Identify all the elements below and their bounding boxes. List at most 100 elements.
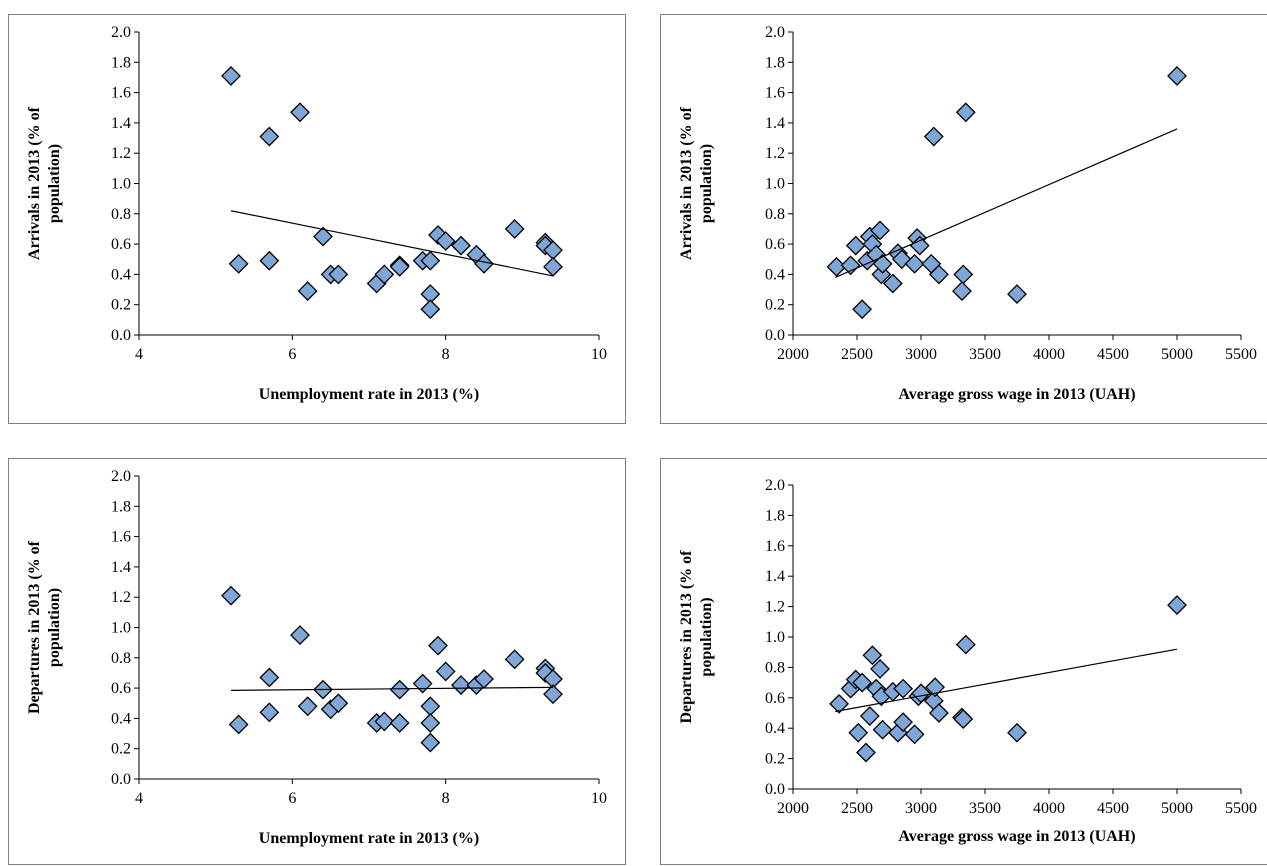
y-tick-label: 0.8: [765, 659, 785, 676]
y-tick-label: 0.6: [111, 680, 131, 697]
y-tick-label: 0.8: [111, 206, 131, 223]
data-point: [893, 712, 913, 733]
x-tick-label: 4000: [1033, 800, 1065, 817]
data-point: [420, 696, 441, 717]
y-axis-title: population): [46, 144, 63, 223]
x-tick-label: 4: [135, 790, 143, 807]
scatter-chart: 0.0 0.2 0.4 0.6 0.8 1.0 1.2 1.4 1.6 1.8 2.0 2000 250…: [678, 24, 1257, 403]
data-point: [929, 264, 949, 285]
y-tick-label: 1.6: [765, 538, 785, 555]
data-point: [862, 645, 883, 666]
scatter-chart: 0.0 0.2 0.4 0.6 0.8 1.0 1.2 1.4 1.6 1.8 2.0 2000 250…: [678, 477, 1257, 845]
y-tick-label: 1.8: [765, 54, 785, 71]
x-tick-label: 8: [442, 790, 450, 807]
x-tick-label: 2000: [777, 800, 809, 817]
y-tick-label: 1.0: [111, 176, 131, 193]
y-tick-label: 1.6: [111, 85, 131, 102]
trendline: [835, 128, 1178, 278]
data-point: [451, 235, 471, 256]
x-tick-label: 4500: [1097, 800, 1129, 817]
data-point: [389, 713, 410, 733]
data-point: [856, 742, 876, 763]
data-point: [420, 250, 441, 271]
data-point: [909, 235, 930, 256]
y-tick-label: 0.0: [111, 327, 131, 344]
data-point: [859, 706, 880, 726]
y-tick-label: 1.2: [765, 599, 785, 616]
x-axis-title: Average gross wage in 2013 (UAH): [898, 828, 1135, 845]
data-point: [1007, 722, 1027, 743]
data-point: [952, 281, 972, 301]
data-point: [852, 299, 873, 320]
data-point: [228, 253, 249, 274]
y-tick-label: 0.0: [765, 781, 785, 798]
data-point: [870, 659, 890, 679]
data-point: [259, 702, 280, 723]
data-point: [297, 696, 318, 717]
y-tick-label: 0.8: [111, 650, 131, 667]
chart-panel-departures-wage: 0.0 0.2 0.4 0.6 0.8 1.0 1.2 1.4 1.6 1.8 2.0 2000 250…: [660, 458, 1267, 865]
data-point: [420, 713, 441, 733]
y-tick-label: 2.0: [111, 468, 131, 485]
y-tick-label: 0.6: [765, 690, 785, 707]
y-tick-label: 1.2: [111, 145, 131, 162]
y-tick-label: 1.4: [765, 568, 785, 585]
data-point: [543, 684, 563, 705]
y-tick-label: 1.2: [111, 589, 131, 606]
data-point: [428, 635, 448, 656]
x-tick-label: 4: [135, 346, 143, 363]
data-point: [1167, 66, 1187, 86]
data-point: [955, 634, 976, 655]
data-point: [911, 683, 931, 704]
data-point: [955, 102, 976, 123]
data-point: [374, 711, 395, 732]
data-point: [845, 235, 866, 256]
data-point: [389, 256, 410, 277]
data-point: [829, 693, 849, 714]
x-axis-title: Average gross wage in 2013 (UAH): [898, 386, 1135, 403]
data-point: [852, 672, 873, 693]
data-point: [313, 226, 333, 247]
data-point: [412, 673, 433, 694]
trendline: [230, 686, 554, 691]
x-tick-label: 3500: [969, 800, 1001, 817]
data-point: [953, 709, 974, 729]
y-tick-label: 0.4: [111, 266, 131, 283]
x-tick-label: 5000: [1161, 800, 1193, 817]
y-axis-title: population): [698, 144, 715, 223]
data-point: [504, 649, 525, 670]
data-point: [228, 714, 249, 735]
data-point: [290, 102, 310, 123]
x-tick-label: 4000: [1033, 346, 1065, 363]
data-point: [374, 264, 395, 285]
data-point: [904, 253, 925, 274]
data-point: [221, 66, 241, 86]
x-tick-label: 4500: [1097, 346, 1129, 363]
chart-panel-departures-unemployment: 0.0 0.2 0.4 0.6 0.8 1.0 1.2 1.4 1.6 1.8 2.0 4 6 8 10 Un…: [8, 458, 626, 865]
y-tick-label: 0.2: [765, 751, 785, 768]
y-tick-label: 1.8: [765, 507, 785, 524]
x-axis-title: Unemployment rate in 2013 (%): [259, 830, 479, 847]
data-point: [904, 724, 925, 745]
data-point: [504, 219, 525, 239]
data-point: [297, 281, 318, 301]
y-tick-label: 2.0: [111, 24, 131, 41]
y-tick-label: 0.4: [765, 720, 785, 737]
y-tick-label: 1.0: [765, 629, 785, 646]
data-point: [451, 675, 471, 695]
y-axis-title: Arrivals in 2013 (% of: [26, 106, 43, 260]
x-tick-label: 6: [288, 790, 296, 807]
x-tick-label: 5500: [1225, 346, 1257, 363]
scatter-chart: 0.0 0.2 0.4 0.6 0.8 1.0 1.2 1.4 1.6 1.8 2.0 4 6 8 10 Un…: [26, 24, 607, 403]
x-tick-label: 5000: [1161, 346, 1193, 363]
data-point: [259, 667, 280, 688]
x-tick-label: 10: [591, 790, 607, 807]
y-tick-label: 2.0: [765, 24, 785, 41]
data-point: [848, 722, 869, 743]
chart-panel-arrivals-unemployment: 0.0 0.2 0.4 0.6 0.8 1.0 1.2 1.4 1.6 1.8 2.0 4 6 8 10 Un…: [8, 14, 626, 424]
data-point: [882, 273, 903, 294]
y-tick-label: 0.0: [765, 327, 785, 344]
data-point: [1007, 284, 1027, 305]
data-point: [1167, 595, 1187, 615]
y-tick-label: 0.6: [765, 236, 785, 253]
